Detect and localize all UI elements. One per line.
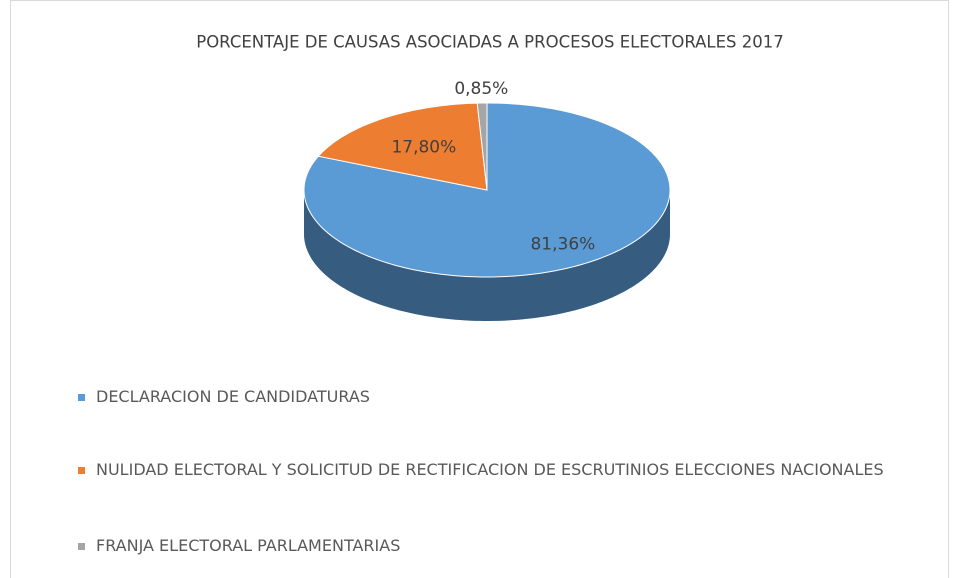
- chart-border: [10, 0, 949, 578]
- legend-label: FRANJA ELECTORAL PARLAMENTARIAS: [96, 536, 401, 555]
- legend-entry: DECLARACION DE CANDIDATURAS: [78, 384, 370, 410]
- legend-entry: NULIDAD ELECTORAL Y SOLICITUD DE RECTIFI…: [78, 457, 884, 483]
- slice: [317, 102, 488, 191]
- slice-side-shade: [304, 190, 670, 321]
- legend-entry: FRANJA ELECTORAL PARLAMENTARIAS: [78, 533, 400, 559]
- slice: [476, 102, 488, 191]
- slice: [303, 102, 671, 278]
- legend-label: NULIDAD ELECTORAL Y SOLICITUD DE RECTIFI…: [96, 460, 884, 479]
- data-label: 81,36%: [530, 234, 595, 254]
- data-label: 0,85%: [454, 79, 508, 99]
- legend-swatch: [78, 394, 85, 401]
- chart-title: PORCENTAJE DE CAUSAS ASOCIADAS A PROCESO…: [196, 33, 783, 52]
- legend-swatch: [78, 467, 85, 474]
- slice-side: [304, 190, 670, 321]
- legend-swatch: [78, 543, 85, 550]
- legend-label: DECLARACION DE CANDIDATURAS: [96, 387, 370, 406]
- data-label: 17,80%: [391, 137, 456, 157]
